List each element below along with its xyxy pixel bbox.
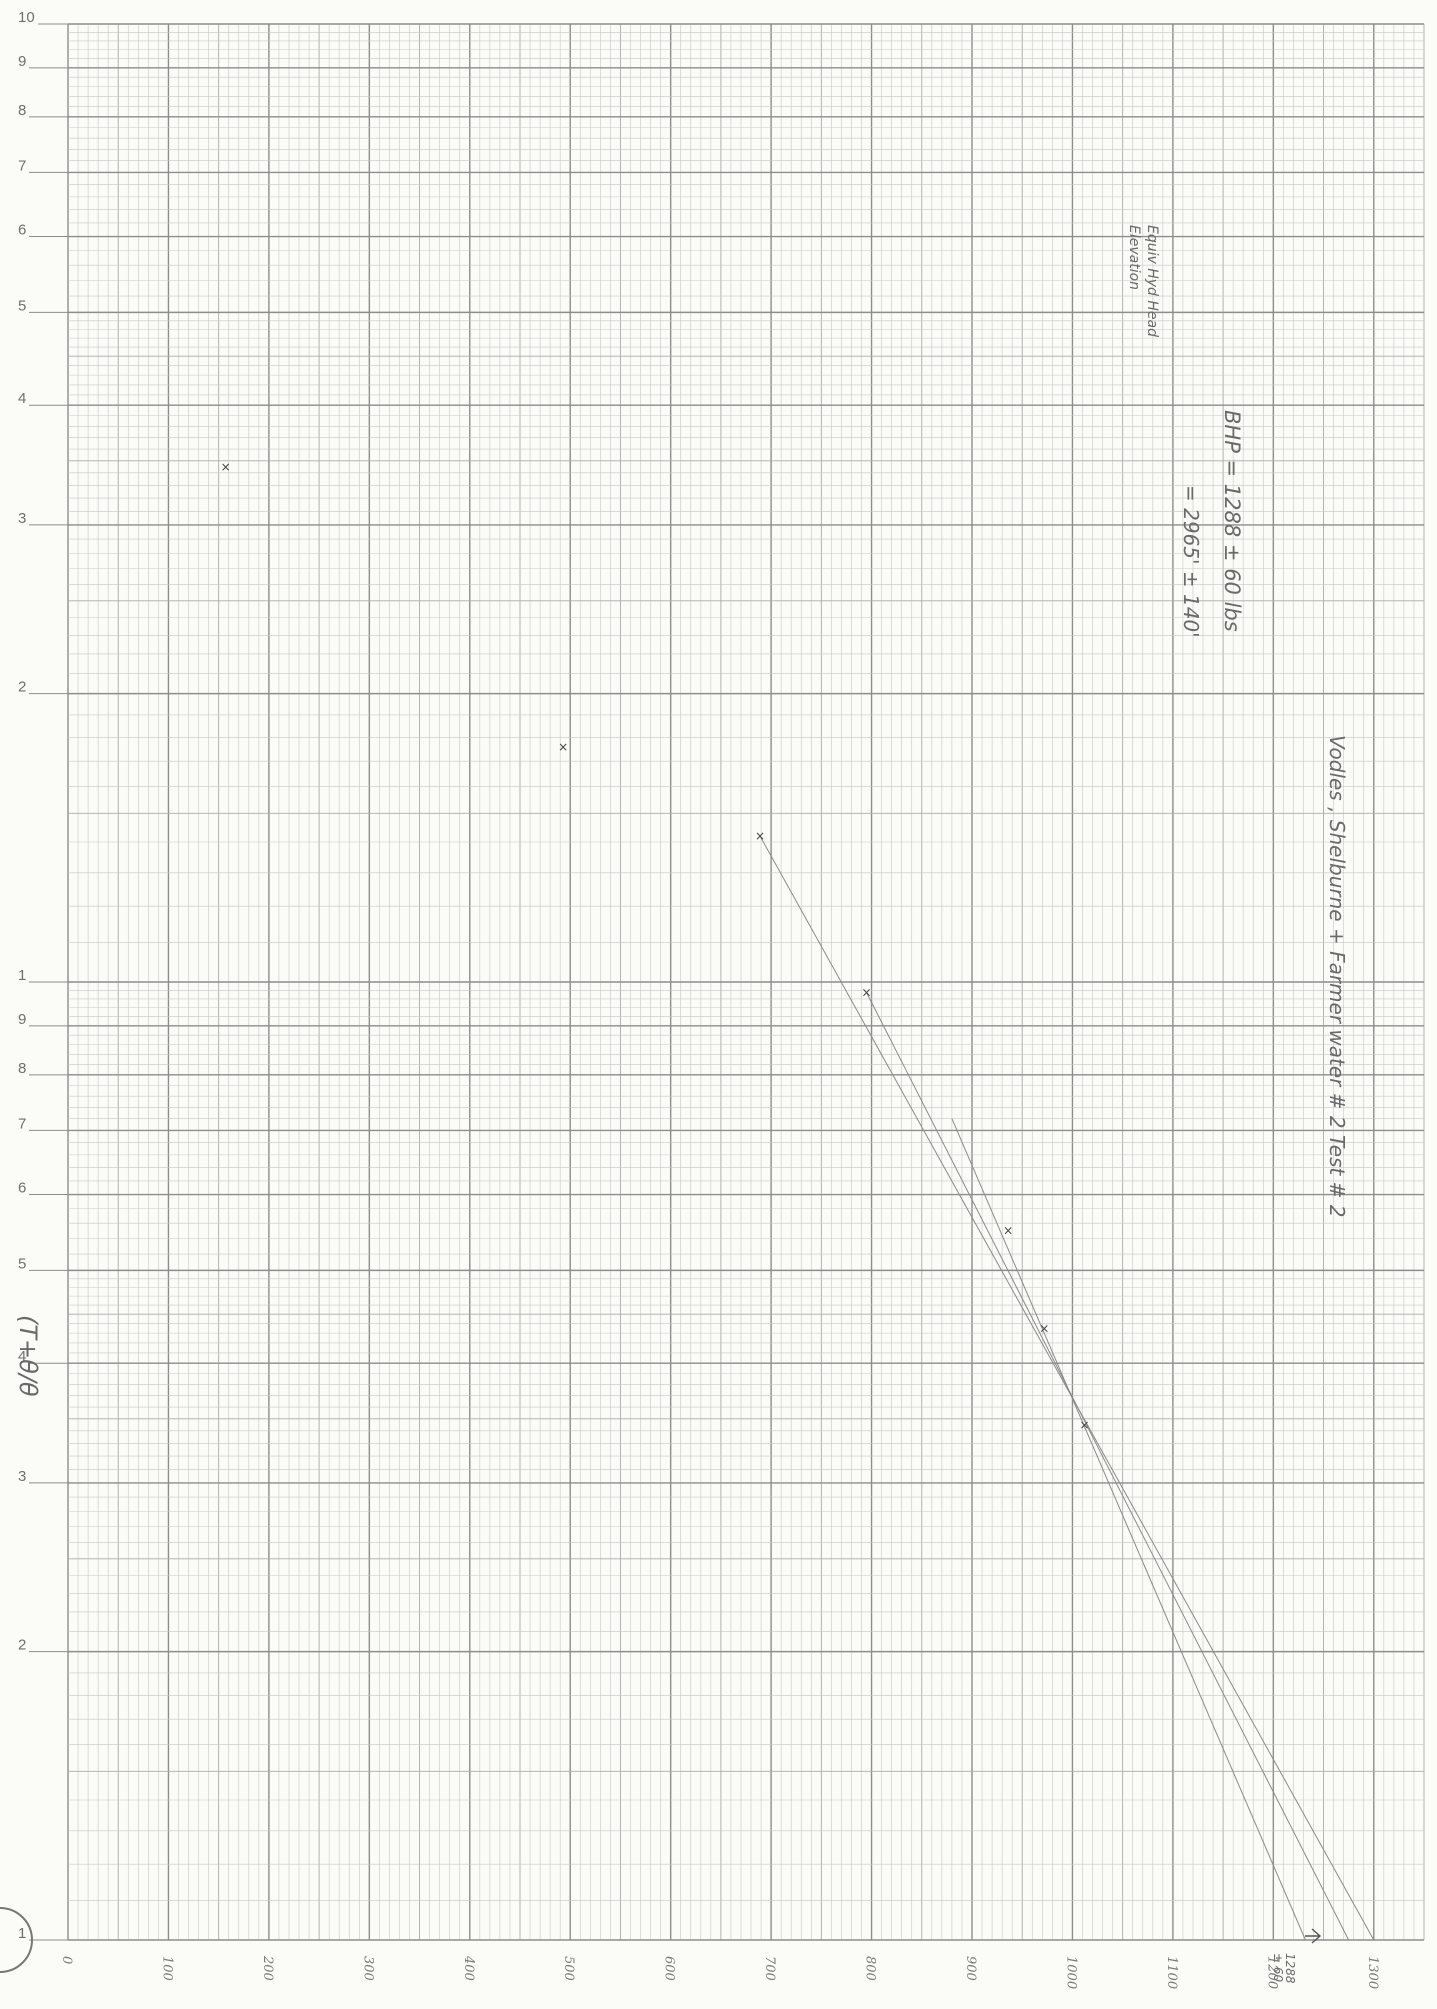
data-point: × — [862, 986, 872, 1000]
y-tick-label: 8 — [18, 102, 26, 119]
y-tick-label: 3 — [18, 1468, 26, 1485]
y-tick-label: 4 — [18, 1348, 26, 1365]
equiv-head-value: = 2965' ± 140' — [1179, 485, 1203, 638]
y-tick-label: 6 — [18, 1180, 26, 1197]
x-tick-label: 0 — [59, 1956, 74, 1964]
equiv-head-label: Equiv Hyd Head — [1144, 225, 1160, 337]
y-tick-label: 7 — [18, 1115, 26, 1132]
x-axis-labels: 0 100 200 300 400 500 600 700 800 900 1000 1100 1200… — [59, 1955, 1380, 1989]
x-tick-label: 100 — [159, 1956, 174, 1981]
y-tick-label: 4 — [18, 390, 26, 407]
fit-line — [866, 992, 1350, 1941]
fit-lines — [759, 835, 1375, 1941]
x-tick-label: 1000 — [1063, 1956, 1078, 1989]
x-tick-label: 900 — [963, 1956, 978, 1981]
y-tick-label: 9 — [18, 1011, 26, 1028]
data-point: × — [1079, 1418, 1089, 1432]
arrow-value-label: 1288 — [1283, 1953, 1297, 1984]
y-tick-label: 8 — [18, 1060, 26, 1077]
x-tick-label: 700 — [762, 1956, 777, 1981]
fit-line — [951, 1118, 1306, 1941]
y-tick-label: 3 — [18, 510, 26, 527]
x-tick-label: 500 — [561, 1956, 576, 1981]
data-point: × — [558, 740, 568, 754]
bhp-annotation: BHP = 1288 ± 60 lbs — [1220, 410, 1244, 632]
x-tick-label: 400 — [461, 1955, 476, 1981]
arrow-pm-label: ± 60 — [1271, 1953, 1285, 1983]
x-tick-label: 1100 — [1164, 1956, 1179, 1989]
x-tick-label: 1300 — [1365, 1956, 1380, 1989]
data-point: × — [1039, 1321, 1049, 1335]
y-tick-label: 5 — [18, 1255, 26, 1272]
title-annotation: Vodles , Shelburne + Farmer water # 2 Te… — [1325, 735, 1349, 1217]
stamp-fragment — [0, 1907, 33, 1973]
x-tick-label: 300 — [360, 1956, 375, 1981]
y-tick-label: 2 — [18, 679, 26, 696]
x-tick-label: 200 — [260, 1955, 275, 1981]
x-tick-label: 600 — [662, 1956, 677, 1981]
y-tick-label: 1 — [18, 967, 26, 984]
y-tick-label: 9 — [18, 53, 26, 70]
left-margin-annotation: (T+θ/θ — [14, 1315, 42, 1397]
x-tick-label: 1200 — [1264, 1956, 1279, 1989]
y-tick-label: 5 — [18, 297, 26, 314]
elevation-label: Elevation — [1126, 225, 1142, 290]
y-tick-label: 6 — [18, 222, 26, 239]
x-tick-label: 800 — [863, 1956, 878, 1981]
arrow-mark — [1305, 1928, 1322, 1944]
y-tick-label: 2 — [18, 1637, 26, 1654]
grid — [67, 23, 1425, 1941]
y-tick-label: 7 — [18, 157, 26, 174]
data-points: × × × × × × × — [221, 460, 1090, 1432]
fit-line — [759, 835, 1375, 1941]
data-point: × — [221, 460, 231, 474]
y-tick-label: 10 — [18, 9, 35, 26]
y-tick-label: 1 — [18, 1925, 26, 1942]
data-point: × — [755, 829, 765, 843]
y-axis-labels: 1 2 3 4 5 6 7 8 9 1 2 3 4 5 6 7 8 9 10 — [18, 9, 68, 1942]
data-point: × — [1003, 1224, 1013, 1238]
